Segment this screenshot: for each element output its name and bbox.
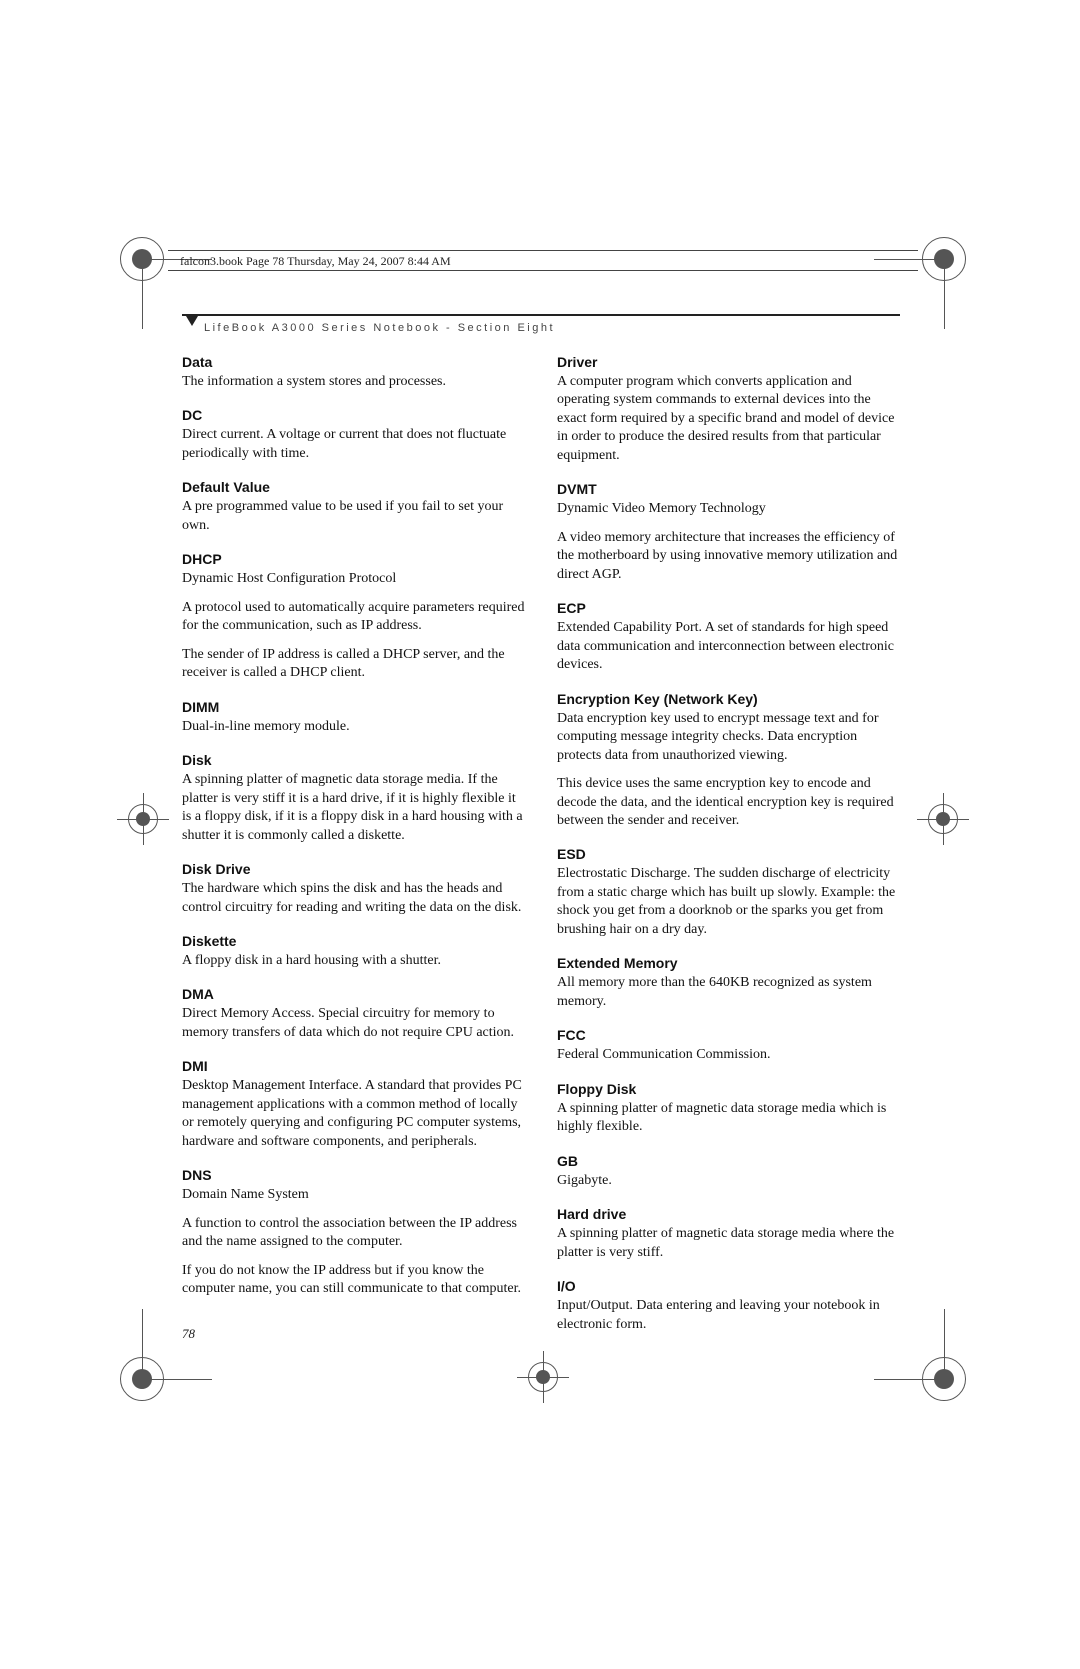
glossary-column-left: Data The information a system stores and … [182,354,525,1336]
glossary-term: Data [182,354,525,370]
glossary-term: GB [557,1153,900,1169]
glossary-definition: Dynamic Video Memory Technology [557,500,900,518]
glossary-definition: A function to control the association be… [182,1215,525,1252]
glossary-term: Extended Memory [557,955,900,971]
glossary-definition: A video memory architecture that increas… [557,529,900,584]
glossary-term: DMA [182,986,525,1002]
glossary-column-right: Driver A computer program which converts … [557,354,900,1336]
glossary-definition: Extended Capability Port. A set of stand… [557,619,900,674]
glossary-term: FCC [557,1027,900,1043]
glossary-definition: The sender of IP address is called a DHC… [182,646,525,683]
glossary-term: DNS [182,1167,525,1183]
glossary-definition: Electrostatic Discharge. The sudden disc… [557,865,900,939]
glossary-term: ESD [557,846,900,862]
crop-mark-top-left [120,237,164,281]
glossary-definition: Dynamic Host Configuration Protocol [182,570,525,588]
page-meta-text: falcon3.book Page 78 Thursday, May 24, 2… [180,254,451,269]
glossary-definition: A spinning platter of magnetic data stor… [182,771,525,845]
glossary-definition: A pre programmed value to be used if you… [182,498,525,535]
reg-mark-right [928,804,958,834]
glossary-definition: All memory more than the 640KB recognize… [557,974,900,1011]
glossary-definition: Desktop Management Interface. A standard… [182,1077,525,1151]
glossary-term: Driver [557,354,900,370]
section-rule [182,314,900,316]
crop-mark-bottom-right [922,1357,966,1401]
glossary-definition: This device uses the same encryption key… [557,775,900,830]
glossary-definition: Domain Name System [182,1186,525,1204]
glossary-term: DVMT [557,481,900,497]
glossary-term: ECP [557,600,900,616]
glossary-definition: If you do not know the IP address but if… [182,1262,525,1299]
reg-mark-bottom [528,1362,558,1392]
glossary-term: I/O [557,1278,900,1294]
glossary-content: Data The information a system stores and … [182,354,900,1336]
glossary-term: Hard drive [557,1206,900,1222]
section-arrow-icon [186,316,198,326]
glossary-term: Default Value [182,479,525,495]
glossary-definition: Dual-in-line memory module. [182,718,525,736]
glossary-definition: Gigabyte. [557,1172,900,1190]
glossary-definition: Data encryption key used to encrypt mess… [557,710,900,765]
page-number: 78 [182,1326,195,1342]
glossary-definition: A computer program which converts applic… [557,373,900,465]
glossary-term: Encryption Key (Network Key) [557,691,900,707]
glossary-term: Disk [182,752,525,768]
reg-mark-left [128,804,158,834]
glossary-definition: Input/Output. Data entering and leaving … [557,1297,900,1334]
crop-mark-bottom-left [120,1357,164,1401]
header-rule-bottom [168,270,918,271]
glossary-term: DMI [182,1058,525,1074]
glossary-term: DHCP [182,551,525,567]
glossary-definition: Direct current. A voltage or current tha… [182,426,525,463]
section-header: LifeBook A3000 Series Notebook - Section… [204,322,555,334]
glossary-definition: A protocol used to automatically acquire… [182,599,525,636]
crop-mark-top-right [922,237,966,281]
glossary-definition: A spinning platter of magnetic data stor… [557,1100,900,1137]
glossary-definition: A floppy disk in a hard housing with a s… [182,952,525,970]
glossary-term: Diskette [182,933,525,949]
header-rule-top [168,250,918,251]
glossary-term: DC [182,407,525,423]
glossary-definition: A spinning platter of magnetic data stor… [557,1225,900,1262]
glossary-definition: Direct Memory Access. Special circuitry … [182,1005,525,1042]
glossary-term: Disk Drive [182,861,525,877]
glossary-definition: Federal Communication Commission. [557,1046,900,1064]
glossary-definition: The hardware which spins the disk and ha… [182,880,525,917]
glossary-term: DIMM [182,699,525,715]
glossary-definition: The information a system stores and proc… [182,373,525,391]
glossary-term: Floppy Disk [557,1081,900,1097]
